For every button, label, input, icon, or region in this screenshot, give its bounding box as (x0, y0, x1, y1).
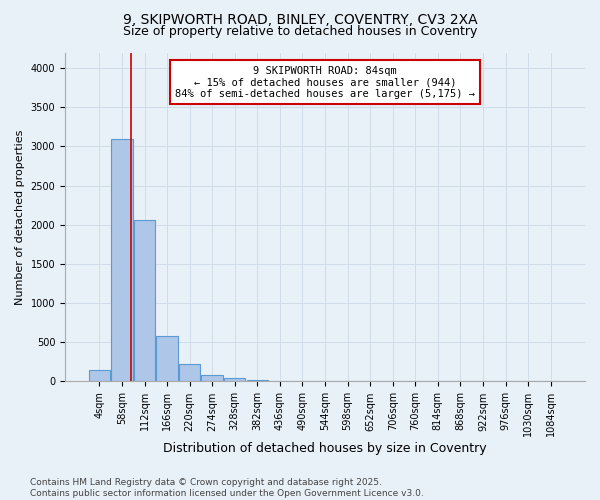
Bar (89, 370, 110, 382)
Bar (111, 138, 133, 382)
Y-axis label: Number of detached properties: Number of detached properties (15, 130, 25, 304)
Bar (247, 380, 268, 382)
Bar (179, 364, 200, 382)
Bar (134, 220, 155, 382)
Text: 9 SKIPWORTH ROAD: 84sqm
← 15% of detached houses are smaller (944)
84% of semi-d: 9 SKIPWORTH ROAD: 84sqm ← 15% of detache… (175, 66, 475, 99)
Text: Size of property relative to detached houses in Coventry: Size of property relative to detached ho… (123, 25, 477, 38)
Text: Contains HM Land Registry data © Crown copyright and database right 2025.
Contai: Contains HM Land Registry data © Crown c… (30, 478, 424, 498)
Text: 9, SKIPWORTH ROAD, BINLEY, COVENTRY, CV3 2XA: 9, SKIPWORTH ROAD, BINLEY, COVENTRY, CV3… (122, 12, 478, 26)
Bar (224, 378, 245, 382)
Bar (202, 375, 223, 382)
X-axis label: Distribution of detached houses by size in Coventry: Distribution of detached houses by size … (163, 442, 487, 455)
Bar (157, 336, 178, 382)
